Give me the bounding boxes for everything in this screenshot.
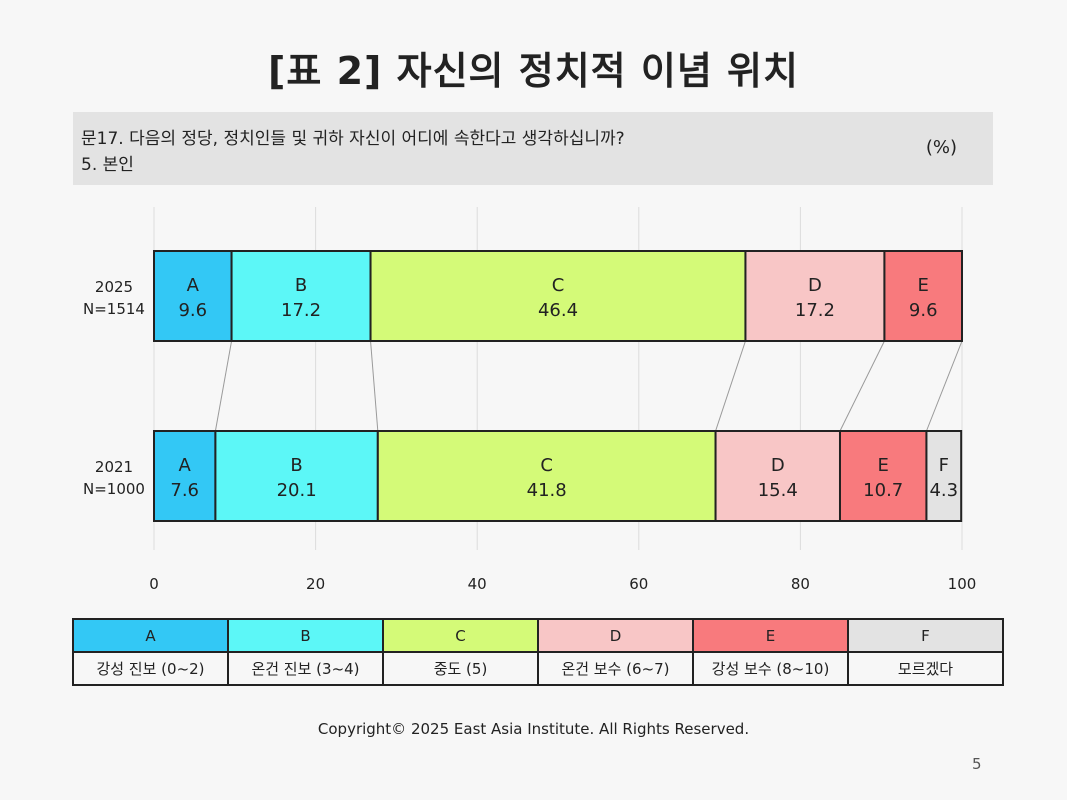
page-number: 5 — [972, 755, 982, 773]
legend-label-a: 강성 진보 (0~2) — [72, 651, 229, 686]
bar-segment — [153, 250, 233, 342]
legend-label-e: 강성 보수 (8~10) — [692, 651, 849, 686]
connector-line — [925, 340, 963, 432]
x-tick-label: 100 — [948, 575, 977, 593]
segment-code-label: E — [918, 275, 929, 296]
legend-label-row: 강성 진보 (0~2) 온건 진보 (3~4) 중도 (5) 온건 보수 (6~… — [72, 651, 1004, 686]
stacked-bar-chart: 0 20 40 60 80 100 2025 N=1514 A 9.6 B 17.2 C 46.4 D 17.… — [83, 207, 977, 593]
segment-value-label: 10.7 — [863, 480, 903, 501]
bar-segment — [744, 250, 886, 342]
segment-code-label: B — [295, 275, 307, 296]
segment-value-label: 4.3 — [929, 480, 958, 501]
segment-code-label: D — [808, 275, 822, 296]
question-subject: 5. 본인 — [81, 155, 134, 175]
segment-code-label: A — [179, 455, 192, 476]
bar-segment — [838, 430, 928, 522]
segment-value-label: 46.4 — [538, 300, 578, 321]
unit-label: (%) — [925, 137, 957, 158]
x-tick-label: 20 — [306, 575, 325, 593]
legend-label-d: 온건 보수 (6~7) — [537, 651, 694, 686]
segment-value-label: 20.1 — [277, 480, 317, 501]
question-box: 문17. 다음의 정당, 정치인들 및 귀하 자신이 어디에 속한다고 생각하십… — [73, 112, 993, 185]
connector-line — [839, 340, 885, 432]
legend-table: A B C D E F 강성 진보 (0~2) 온건 진보 (3~4) 중도 (… — [72, 618, 1004, 686]
segment-code-label: D — [771, 455, 785, 476]
legend-label-f: 모르겠다 — [847, 651, 1004, 686]
segment-value-label: 9.6 — [178, 300, 207, 321]
bar-segment — [369, 250, 747, 342]
segment-value-label: 17.2 — [281, 300, 321, 321]
legend-code-row: A B C D E F — [72, 618, 1004, 653]
bar-segment — [153, 430, 217, 522]
segment-value-label: 41.8 — [527, 480, 567, 501]
segment-code-label: C — [552, 275, 565, 296]
connector-line — [214, 340, 233, 432]
legend-code-d: D — [537, 618, 694, 653]
legend-code-c: C — [382, 618, 539, 653]
bar-segment — [925, 430, 963, 522]
segment-value-label: 7.6 — [170, 480, 199, 501]
bar-segment — [883, 250, 964, 342]
bar-segment — [230, 250, 372, 342]
x-tick-label: 0 — [149, 575, 159, 593]
bar-segment — [214, 430, 379, 522]
bar-segment — [376, 430, 717, 522]
legend-label-c: 중도 (5) — [382, 651, 539, 686]
legend-code-b: B — [227, 618, 384, 653]
legend-code-f: F — [847, 618, 1004, 653]
row-n-label: N=1514 — [83, 300, 145, 318]
row-n-label: N=1000 — [83, 480, 145, 498]
page-title: [표 2] 자신의 정치적 이념 위치 — [268, 49, 799, 93]
x-tick-label: 60 — [629, 575, 648, 593]
legend-code-a: A — [72, 618, 229, 653]
legend-label-b: 온건 진보 (3~4) — [227, 651, 384, 686]
x-tick-label: 40 — [468, 575, 487, 593]
copyright: Copyright© 2025 East Asia Institute. All… — [317, 720, 750, 738]
segment-code-label: C — [540, 455, 553, 476]
bar-segment — [714, 430, 841, 522]
segment-code-label: E — [878, 455, 889, 476]
segment-value-label: 17.2 — [795, 300, 835, 321]
question-text: 문17. 다음의 정당, 정치인들 및 귀하 자신이 어디에 속한다고 생각하십… — [81, 129, 625, 149]
connector-line — [715, 340, 746, 432]
segment-code-label: B — [290, 455, 302, 476]
row-year-label: 2025 — [95, 278, 133, 296]
segment-value-label: 15.4 — [758, 480, 798, 501]
row-year-label: 2021 — [95, 458, 133, 476]
segment-code-label: A — [187, 275, 200, 296]
x-tick-label: 80 — [791, 575, 810, 593]
segment-code-label: F — [939, 455, 949, 476]
legend-code-e: E — [692, 618, 849, 653]
connector-line — [370, 340, 379, 432]
segment-value-label: 9.6 — [909, 300, 938, 321]
